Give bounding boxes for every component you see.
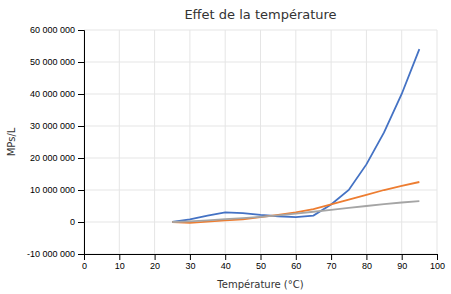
tick: 40 000 000	[30, 89, 84, 99]
tick-label: 40 000 000	[30, 89, 75, 99]
tick: 80	[362, 254, 372, 271]
tick-label: 10	[115, 261, 125, 271]
tick-mark	[366, 254, 367, 260]
axis-line	[78, 31, 85, 255]
tick-mark	[119, 254, 120, 260]
tick-mark	[261, 254, 262, 260]
tick-mark	[78, 158, 84, 159]
tick-mark	[437, 254, 438, 260]
tick-mark	[78, 30, 84, 31]
tick: 20 000 000	[30, 153, 84, 163]
tick: 30 000 000	[30, 121, 84, 131]
axis-line	[85, 255, 438, 261]
tick-label: 40	[221, 261, 231, 271]
tick-label: 60 000 000	[30, 25, 75, 35]
grid-line-y	[84, 30, 437, 31]
tick-mark	[78, 222, 84, 223]
tick-label: -10 000 000	[27, 249, 75, 259]
tick: 50 000 000	[30, 57, 84, 67]
tick: 100	[430, 254, 445, 271]
chart-svg: 0 10 20 30 40 50 60 70 80 90 100 -10 000 000 0 10 000…	[0, 0, 451, 294]
x-axis-title: Température (°C)	[216, 279, 303, 290]
tick-mark	[190, 254, 191, 260]
tick: -10 000 000	[27, 249, 84, 259]
tick: 50	[256, 254, 266, 271]
title: Effet de la température	[184, 7, 336, 22]
plot: 0 10 20 30 40 50 60 70 80 90 100 -10 000 000 0 10 000…	[27, 25, 445, 271]
lines	[172, 49, 419, 223]
tick: 60 000 000	[30, 25, 84, 35]
tick-label: 20	[150, 261, 160, 271]
tick-label: 10 000 000	[30, 185, 75, 195]
grid-line-x	[401, 30, 402, 254]
y-axis-title: MPs/L	[6, 127, 17, 156]
tick-mark	[78, 94, 84, 95]
tick-mark	[78, 190, 84, 191]
grid-line-y	[84, 222, 437, 223]
chart-container: 0 10 20 30 40 50 60 70 80 90 100 -10 000 000 0 10 000…	[0, 0, 451, 294]
tick-label: 80	[362, 261, 372, 271]
grid-line-y	[84, 62, 437, 63]
series-line	[172, 182, 419, 223]
tick-label: 50	[256, 261, 266, 271]
tick-label: 0	[82, 261, 87, 271]
tick: 0	[82, 254, 87, 271]
grid-line-y	[84, 158, 437, 159]
tick: 10 000 000	[30, 185, 84, 195]
tick: 10	[115, 254, 125, 271]
grid-line-x	[331, 30, 332, 254]
grid-line-x	[437, 30, 438, 254]
tick-mark	[296, 254, 297, 260]
series-line	[172, 49, 419, 222]
grid-line-x	[154, 30, 155, 254]
grid-line-x	[295, 30, 296, 254]
y-axis: -10 000 000 0 10 000 000 20 000 000 30 000 0…	[27, 25, 85, 259]
tick-mark	[78, 126, 84, 127]
tick: 60	[291, 254, 301, 271]
tick-mark	[155, 254, 156, 260]
tick: 40	[221, 254, 231, 271]
grid-line-y	[84, 94, 437, 95]
tick: 30	[185, 254, 195, 271]
tick-label: 70	[327, 261, 337, 271]
grid-line-x	[119, 30, 120, 254]
tick: 70	[327, 254, 337, 271]
tick: 90	[397, 254, 407, 271]
grid	[84, 30, 437, 254]
tick-label: 30	[185, 261, 195, 271]
tick: 20	[150, 254, 160, 271]
tick-label: 20 000 000	[30, 153, 75, 163]
grid-line-y	[84, 126, 437, 127]
tick: 0	[70, 217, 84, 227]
tick-mark	[78, 62, 84, 63]
tick-mark	[402, 254, 403, 260]
grid-line-x	[260, 30, 261, 254]
grid-line-x	[366, 30, 367, 254]
tick-mark	[225, 254, 226, 260]
tick-mark	[331, 254, 332, 260]
x-axis: 0 10 20 30 40 50 60 70 80 90 100	[82, 254, 445, 271]
tick-label: 50 000 000	[30, 57, 75, 67]
tick-label: 90	[397, 261, 407, 271]
series-line	[172, 201, 419, 222]
tick-label: 0	[70, 217, 75, 227]
tick-label: 30 000 000	[30, 121, 75, 131]
tick-label: 100	[430, 261, 445, 271]
tick-label: 60	[291, 261, 301, 271]
tick-mark	[78, 254, 84, 255]
